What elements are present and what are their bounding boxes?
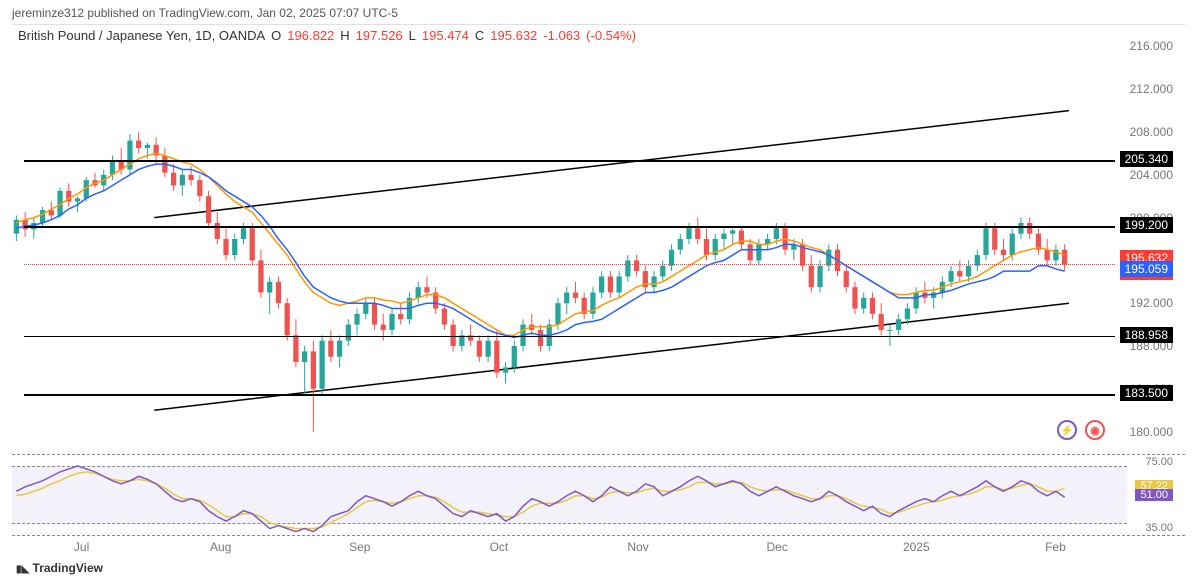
y-tick-label: 216.000: [1130, 39, 1173, 53]
level-label: 183.500: [1120, 385, 1173, 401]
y-tick-label: 180.000: [1130, 425, 1173, 439]
level-label: 199.200: [1120, 217, 1173, 233]
x-tick-label: Nov: [569, 540, 708, 560]
rsi-ytick: 75.00: [1145, 456, 1173, 468]
bolt-icon[interactable]: ⚡: [1057, 420, 1077, 440]
horizontal-level[interactable]: [24, 394, 1115, 396]
publish-header: jereminze312 published on TradingView.co…: [12, 6, 398, 20]
x-tick-label: Oct: [429, 540, 568, 560]
y-tick-label: 212.000: [1130, 82, 1173, 96]
x-tick-label: Feb: [986, 540, 1125, 560]
price-label: 195.059: [1120, 261, 1173, 277]
horizontal-level[interactable]: [24, 226, 1115, 228]
level-label: 188.958: [1120, 327, 1173, 343]
rsi-value-label: 51.00: [1135, 489, 1173, 501]
chart-action-icons: ⚡ ◉: [1057, 420, 1105, 440]
horizontal-level[interactable]: [24, 160, 1115, 162]
price-chart[interactable]: 180.000184.000188.000192.000196.000200.0…: [12, 24, 1185, 452]
target-icon[interactable]: ◉: [1085, 420, 1105, 440]
x-tick-label: Dec: [708, 540, 847, 560]
y-tick-label: 192.000: [1130, 296, 1173, 310]
x-axis: JulAugSepOctNovDec2025Feb: [12, 540, 1125, 560]
y-tick-label: 208.000: [1130, 125, 1173, 139]
rsi-svg: [12, 454, 1127, 536]
rsi-indicator[interactable]: 75.0035.0057.2251.00: [12, 454, 1185, 536]
level-label: 205.340: [1120, 151, 1173, 167]
candlestick-svg: [12, 25, 1127, 453]
x-tick-label: Jul: [12, 540, 151, 560]
rsi-ytick: 35.00: [1145, 522, 1173, 534]
tradingview-watermark: ▮◣ TradingView: [16, 561, 103, 575]
x-tick-label: Sep: [290, 540, 429, 560]
x-tick-label: Aug: [151, 540, 290, 560]
horizontal-level[interactable]: [24, 336, 1115, 338]
x-tick-label: 2025: [847, 540, 986, 560]
current-price-line: [24, 264, 1115, 265]
y-tick-label: 204.000: [1130, 168, 1173, 182]
